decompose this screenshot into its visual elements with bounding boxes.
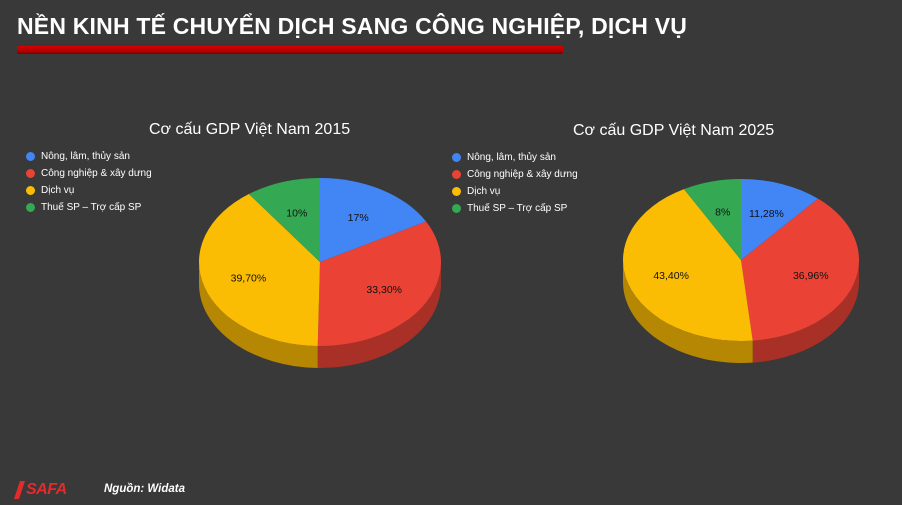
pie-slice-label: 11,28%: [749, 208, 784, 220]
pie-slice: [741, 179, 819, 260]
legend-swatch: [26, 186, 35, 195]
pie-slice: [317, 221, 441, 346]
legend-label: Công nghiệp & xây dưng: [467, 169, 578, 180]
pie-slice-label: 8%: [715, 206, 730, 218]
pie-chart-2025: 11,28% 36,96% 43,40% 8%: [623, 179, 859, 363]
source-note: Nguồn: Widata: [104, 483, 186, 495]
pie-slice-side: [752, 260, 859, 363]
legend-label: Thuế SP – Trợ cấp SP: [467, 203, 568, 214]
legend-item: Thuế SP – Trợ cấp SP: [26, 199, 152, 216]
pie-slice-side: [623, 260, 753, 363]
legend-swatch: [452, 153, 461, 162]
safa-logo: SAFA: [12, 478, 67, 502]
legend-swatch: [452, 204, 461, 213]
page-title: NỀN KINH TẾ CHUYỂN DỊCH SANG CÔNG NGHIỆP…: [17, 13, 688, 39]
legend-item: Thuế SP – Trợ cấp SP: [452, 200, 578, 217]
legend-item: Dịch vụ: [26, 182, 152, 199]
pie-slice: [199, 194, 320, 346]
legend-item: Nông, lâm, thủy sản: [452, 149, 578, 166]
pie-slice-side: [317, 262, 441, 368]
chart-title-2025: Cơ cấu GDP Việt Nam 2025: [573, 122, 775, 139]
legend-label: Thuế SP – Trợ cấp SP: [41, 202, 142, 213]
legend-item: Nông, lâm, thủy sản: [26, 148, 152, 165]
legend-swatch: [26, 169, 35, 178]
legend-label: Công nghiệp & xây dưng: [41, 168, 152, 179]
logo-text: SAFA: [26, 481, 67, 498]
pie-slice-label: 43,40%: [653, 270, 689, 282]
legend-swatch: [26, 203, 35, 212]
legend-label: Dịch vụ: [41, 185, 75, 196]
legend-item: Công nghiệp & xây dưng: [452, 166, 578, 183]
legend-label: Dịch vụ: [467, 186, 501, 197]
pie-slice-label: 36,96%: [793, 270, 829, 282]
legend-swatch: [452, 170, 461, 179]
pie-slice-label: 39,70%: [231, 273, 267, 285]
pie-slice-label: 10%: [286, 207, 307, 219]
title-underline-bar: [17, 46, 563, 54]
pie-slice: [741, 198, 859, 341]
legend-swatch: [26, 152, 35, 161]
legend-2015: Nông, lâm, thủy sản Công nghiệp & xây dư…: [26, 148, 152, 216]
chart-title-2015: Cơ cấu GDP Việt Nam 2015: [149, 121, 351, 138]
legend-label: Nông, lâm, thủy sản: [41, 151, 130, 162]
pie-slice-label: 17%: [348, 212, 369, 224]
legend-item: Dịch vụ: [452, 183, 578, 200]
pie-slice: [683, 179, 741, 260]
legend-2025: Nông, lâm, thủy sản Công nghiệp & xây dư…: [452, 149, 578, 217]
pie-slice: [623, 189, 753, 341]
pie-slice: [320, 178, 427, 262]
pie-slice-side: [199, 262, 318, 368]
pie-slice: [248, 178, 320, 262]
pie-slice-label: 33,30%: [366, 284, 402, 296]
logo-mark-icon: [14, 481, 25, 499]
legend-swatch: [452, 187, 461, 196]
legend-label: Nông, lâm, thủy sản: [467, 152, 556, 163]
pie-chart-2015: 17% 33,30% 39,70% 10%: [199, 178, 441, 368]
legend-item: Công nghiệp & xây dưng: [26, 165, 152, 182]
